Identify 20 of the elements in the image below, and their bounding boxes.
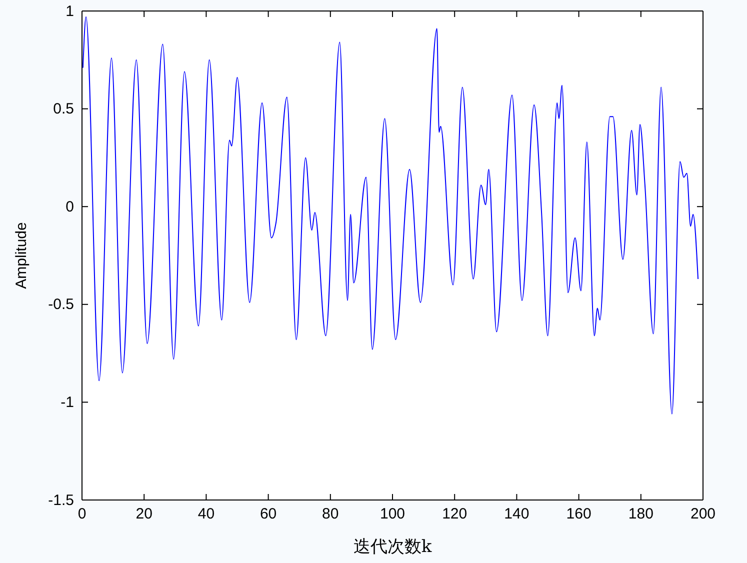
- x-tick-label: 200: [690, 506, 716, 523]
- x-tick-label: 60: [260, 506, 277, 523]
- y-tick-label: -0.5: [48, 296, 74, 314]
- y-tick-label: 0: [66, 198, 74, 216]
- x-tick-label: 0: [78, 506, 86, 523]
- x-tick-label: 160: [566, 506, 592, 523]
- x-tick-label: 140: [504, 506, 530, 523]
- x-tick-label: 80: [322, 506, 339, 523]
- y-tick-label: 1: [66, 2, 74, 20]
- x-axis-title: 迭代次数k: [353, 537, 432, 557]
- y-tick-label: -1.5: [48, 492, 74, 509]
- line-series: [82, 16, 699, 414]
- y-tick-label: 0.5: [53, 100, 74, 118]
- y-tick-label: -1: [60, 394, 74, 411]
- x-tick-label: 180: [628, 506, 654, 523]
- x-tick-label: 40: [198, 506, 215, 523]
- x-tick-label: 120: [442, 506, 468, 523]
- x-tick-label: 20: [136, 506, 152, 523]
- y-axis-title: Amplitude: [13, 222, 30, 289]
- x-tick-label: 100: [380, 506, 406, 523]
